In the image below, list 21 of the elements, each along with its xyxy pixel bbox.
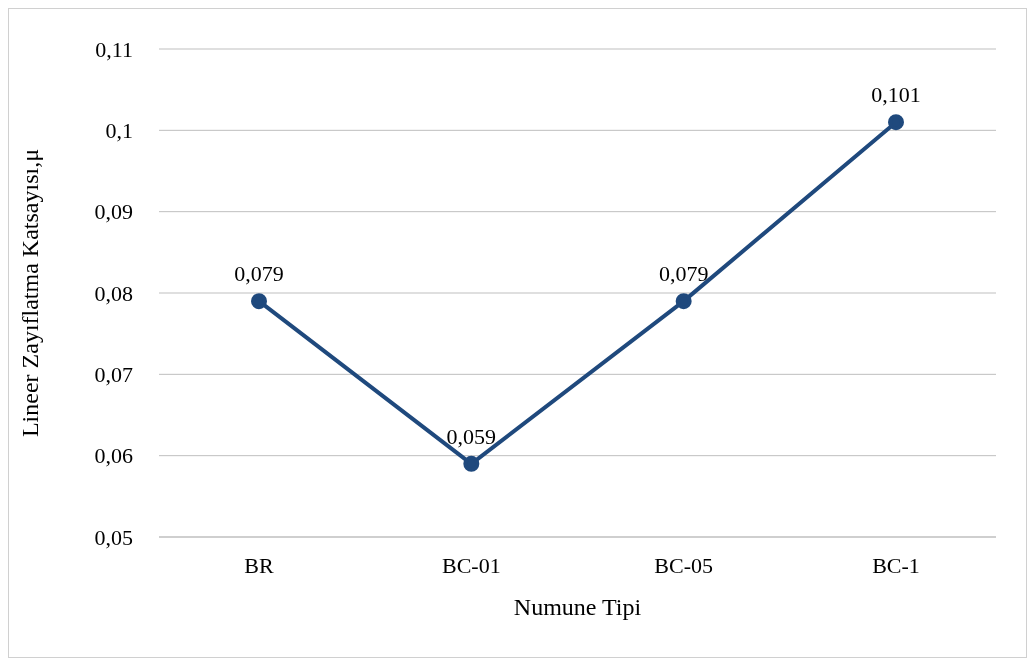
y-tick-label: 0,06 <box>94 443 133 469</box>
y-tick-label: 0,05 <box>94 524 133 550</box>
point <box>251 293 267 310</box>
point <box>463 455 480 472</box>
data-label: 0,059 <box>446 423 497 449</box>
data-label: 0,101 <box>871 82 921 108</box>
y-tick-label: 0,07 <box>94 362 133 388</box>
x-tick-label: BC-01 <box>441 552 501 578</box>
x-tick-label: BR <box>244 552 274 578</box>
point <box>675 293 692 310</box>
y-tick-label: 0,09 <box>94 199 133 225</box>
y-axis-title: Lineer Zayıflatma Katsayısı,μ <box>16 148 43 438</box>
x-axis-title: Numune Tipi <box>513 594 642 620</box>
y-tick-label: 0,11 <box>95 36 133 62</box>
data-label: 0,079 <box>658 261 709 287</box>
data-label: 0,079 <box>234 261 284 287</box>
x-tick-label: BC-05 <box>654 552 714 578</box>
x-tick-label: BC-1 <box>872 552 920 578</box>
y-tick-label: 0,08 <box>94 280 133 306</box>
point <box>888 114 904 131</box>
y-tick-label: 0,1 <box>105 118 133 144</box>
